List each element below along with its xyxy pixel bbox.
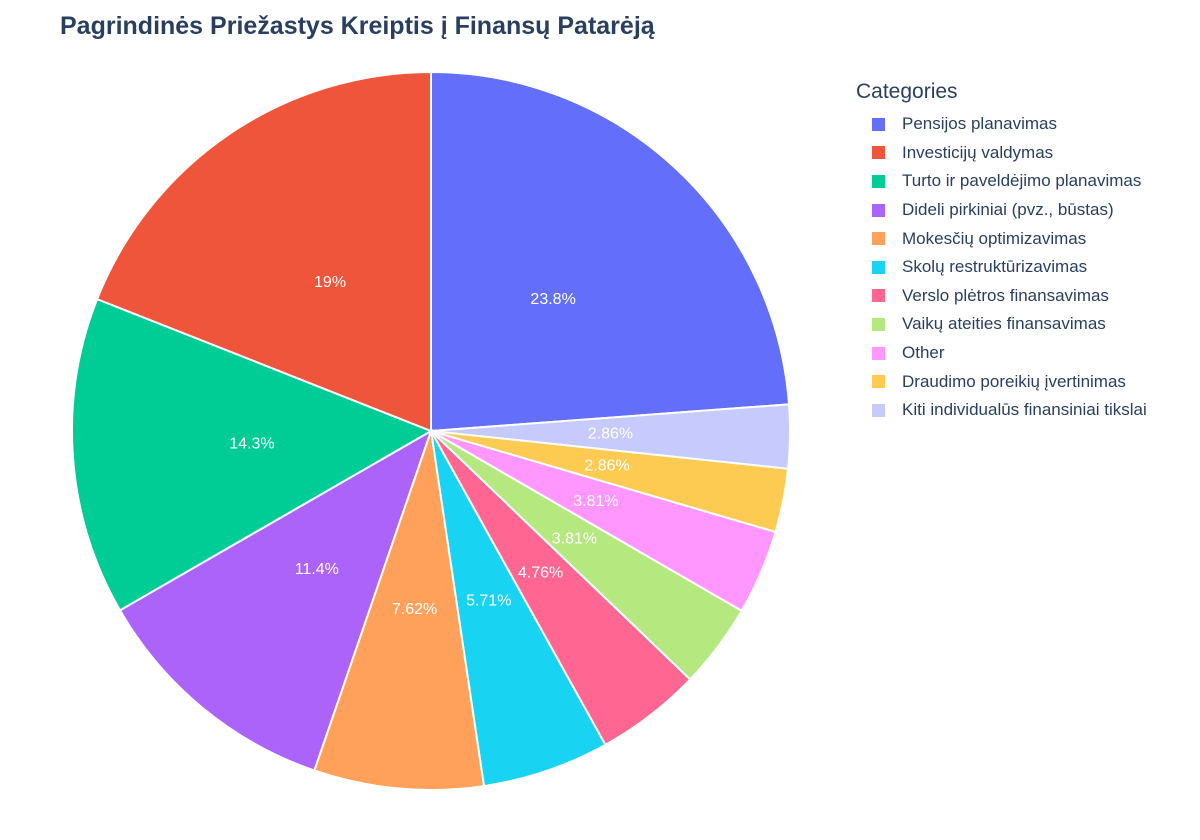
pie-slice-turto-ir-paveldejimo-planavimas[interactable]	[71, 297, 434, 612]
pie-slice-investiciju-valdymas[interactable]	[95, 70, 432, 433]
pie-label-turto-ir-paveldejimo-planavimas: 14.3%	[229, 436, 274, 453]
legend-item-mokesciu-optimizavimas[interactable]: Mokesčių optimizavimas	[856, 224, 1147, 253]
legend-label: Dideli pirkiniai (pvz., būstas)	[902, 200, 1114, 220]
pie-label-mokesciu-optimizavimas: 7.62%	[392, 601, 437, 618]
legend: Categories Pensijos planavimas Investicij…	[856, 80, 1147, 425]
legend-label: Investicijų valdymas	[902, 142, 1054, 162]
legend-swatch	[872, 317, 885, 331]
pie-label-pensijos-planavimas: 23.8%	[530, 291, 575, 308]
legend-label: Verslo plėtros finansavimas	[902, 285, 1109, 305]
legend-item-draudimo-poreikiu-ivertinimas[interactable]: Draudimo poreikių įvertinimas	[856, 367, 1147, 396]
legend-item-vaiku-ateities-finansavimas[interactable]: Vaikų ateities finansavimas	[856, 310, 1147, 339]
legend-items: Pensijos planavimas Investicijų valdymas T…	[856, 110, 1147, 425]
legend-swatch	[872, 203, 885, 217]
legend-swatch	[872, 146, 885, 160]
legend-swatch	[872, 375, 885, 389]
legend-item-dideli-pirkiniai-pvz-bustas[interactable]: Dideli pirkiniai (pvz., būstas)	[856, 196, 1147, 225]
pie-label-draudimo-poreikiu-ivertinimas: 2.86%	[584, 457, 629, 474]
legend-item-verslo-pletros-finansavimas[interactable]: Verslo plėtros finansavimas	[856, 282, 1147, 311]
legend-swatch	[872, 346, 885, 360]
legend-swatch	[872, 117, 885, 131]
chart-title: Pagrindinės Priežastys Kreiptis į Finans…	[60, 12, 655, 40]
legend-swatch	[872, 289, 885, 303]
pie-slices	[71, 70, 791, 791]
legend-label: Other	[902, 343, 945, 363]
pie-slice-dideli-pirkiniai-pvz-bustas[interactable]	[118, 428, 433, 772]
legend-swatch	[872, 232, 885, 246]
legend-item-investiciju-valdymas[interactable]: Investicijų valdymas	[856, 139, 1147, 168]
legend-swatch	[872, 403, 885, 417]
legend-label: Pensijos planavimas	[902, 114, 1057, 134]
legend-swatch	[872, 174, 885, 188]
legend-item-skolu-restrukturizavimas[interactable]: Skolų restruktūrizavimas	[856, 253, 1147, 282]
legend-title: Categories	[856, 80, 958, 103]
legend-swatch	[872, 260, 885, 274]
legend-label: Skolų restruktūrizavimas	[902, 257, 1088, 277]
pie-label-vaiku-ateities-finansavimas: 3.81%	[552, 530, 597, 547]
legend-item-other[interactable]: Other	[856, 339, 1147, 368]
pie-label-skolu-restrukturizavimas: 5.71%	[466, 592, 511, 609]
legend-item-turto-ir-paveldejimo-planavimas[interactable]: Turto ir paveldėjimo planavimas	[856, 167, 1147, 196]
legend-item-pensijos-planavimas[interactable]: Pensijos planavimas	[856, 110, 1147, 139]
legend-item-kiti-individualus-finansiniai-tikslai[interactable]: Kiti individualūs finansiniai tikslai	[856, 396, 1147, 425]
pie-label-investiciju-valdymas: 19%	[314, 274, 346, 291]
pie-slice-pensijos-planavimas[interactable]	[430, 70, 791, 433]
legend-label: Mokesčių optimizavimas	[902, 228, 1087, 248]
pie-label-dideli-pirkiniai-pvz-bustas: 11.4%	[295, 561, 339, 578]
legend-label: Draudimo poreikių įvertinimas	[902, 371, 1126, 391]
pie-slice-skolu-restrukturizavimas[interactable]	[430, 430, 607, 788]
pie-label-kiti-individualus-finansiniai-tikslai: 2.86%	[588, 425, 633, 442]
legend-label: Turto ir paveldėjimo planavimas	[902, 171, 1142, 191]
pie-label-verslo-pletros-finansavimas: 4.76%	[518, 565, 563, 582]
pie-slice-mokesciu-optimizavimas[interactable]	[313, 430, 486, 791]
pie-label-other: 3.81%	[573, 493, 618, 510]
pie-slice-labels: 23.8% 2.86% 2.86% 3.81% 3.81% 4.76% 5.71% 7.62%…	[229, 274, 633, 618]
legend-label: Kiti individualūs finansiniai tikslai	[902, 400, 1147, 420]
legend-label: Vaikų ateities finansavimas	[902, 314, 1106, 334]
